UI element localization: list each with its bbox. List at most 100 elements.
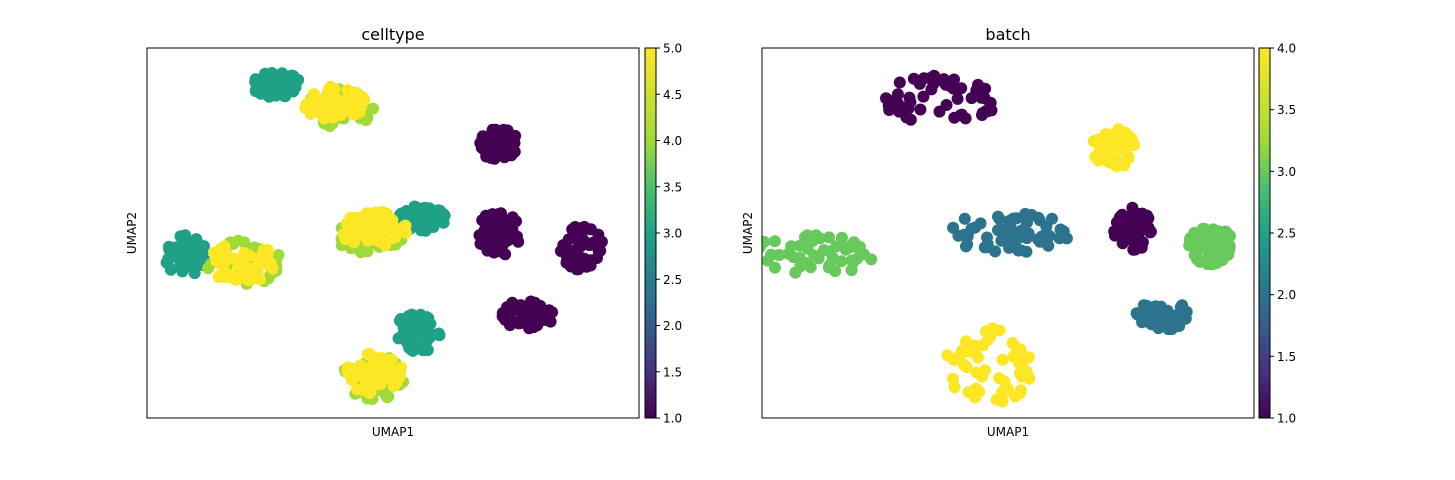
scatter-point <box>359 208 372 221</box>
scatter-point <box>327 104 340 117</box>
colorbar-tick-label: 1.0 <box>1277 412 1296 426</box>
scatter-point <box>188 267 201 280</box>
scatter-point <box>845 264 858 277</box>
scatter-point <box>1165 317 1178 330</box>
scatter-point <box>747 255 759 267</box>
scatter-point <box>789 266 802 279</box>
scatter-point <box>954 109 967 122</box>
scatter-point <box>1121 152 1134 165</box>
scatter-point <box>276 67 289 80</box>
scatter-point <box>266 262 279 275</box>
scatter-point <box>219 255 232 268</box>
scatter-point <box>793 239 806 252</box>
scatter-point <box>176 265 189 278</box>
scatter-point <box>508 302 521 315</box>
colorbar-gradient <box>1258 47 1271 419</box>
scatter-point <box>1198 223 1211 235</box>
scatter-point <box>817 244 830 257</box>
scatter-point <box>1032 211 1045 224</box>
scatter-point <box>960 335 972 348</box>
scatter-point <box>272 248 285 261</box>
scatter-point <box>202 262 215 275</box>
scatter-point <box>498 151 511 164</box>
scatter-point <box>592 243 605 256</box>
scatter-point <box>378 364 391 376</box>
scatter-point <box>482 236 495 249</box>
scatter-point <box>948 381 961 394</box>
scatter-point <box>349 230 362 243</box>
scatter-point <box>1121 229 1133 242</box>
colorbar-tick-label: 4.0 <box>1277 42 1296 56</box>
scatter-point <box>969 221 982 234</box>
scatter-point <box>1115 211 1128 224</box>
scatter-point <box>768 261 781 274</box>
scatter-point <box>914 103 927 116</box>
scatter-point <box>996 353 1009 366</box>
scatter-point <box>1221 227 1234 240</box>
colorbar-tick-label: 5.0 <box>663 42 682 56</box>
panel-batch: batch UMAP1 UMAP2 1.0 1.5 2.0 2.5 3.0 3.5 4.0 <box>741 25 1296 439</box>
scatter-point <box>1127 243 1140 256</box>
scatter-point <box>1122 129 1135 142</box>
scatter-point <box>1136 236 1149 249</box>
scatter-point <box>560 244 572 257</box>
scatter-point <box>1002 215 1015 227</box>
scatter-point <box>947 221 960 234</box>
scatter-point <box>524 295 537 308</box>
scatter-point <box>1205 250 1218 263</box>
scatter-point <box>402 208 415 221</box>
scatter-point <box>917 90 930 103</box>
colorbar-tick-label: 3.5 <box>663 180 682 194</box>
colorbar-tick-label: 4.5 <box>663 88 682 102</box>
scatter-point <box>164 263 177 276</box>
scatter-point <box>975 91 988 104</box>
y-axis-label: UMAP2 <box>125 212 139 254</box>
scatter-point <box>822 261 835 274</box>
colorbar-tick-label: 2.5 <box>663 273 682 287</box>
scatter-point <box>402 310 415 323</box>
scatter-point <box>1116 141 1128 154</box>
scatter-point <box>373 217 386 230</box>
colorbar: 1.0 1.5 2.0 2.5 3.0 3.5 4.0 <box>1258 42 1296 426</box>
scatter-point <box>801 230 814 243</box>
scatter-point <box>1126 201 1139 214</box>
scatter-point <box>1014 244 1027 257</box>
scatter-point <box>773 249 785 262</box>
scatter-point <box>977 339 990 352</box>
scatter-point <box>499 313 512 326</box>
scatter-point <box>979 364 992 377</box>
scatter-point <box>481 220 494 233</box>
scatter-point <box>217 242 230 255</box>
scatter-point <box>478 144 491 157</box>
scatter-point <box>804 261 817 274</box>
scatter-point <box>288 72 301 85</box>
scatter-point <box>835 255 848 268</box>
scatter-point <box>928 69 941 82</box>
scatter-point <box>900 111 913 124</box>
scatter-point <box>893 76 906 89</box>
colorbar-tick-label: 1.5 <box>1277 350 1296 364</box>
plot-frame <box>146 47 640 419</box>
scatter-point <box>486 123 499 136</box>
scatter-point <box>989 245 1002 258</box>
scatter-point <box>185 237 198 250</box>
scatter-point <box>1093 145 1106 158</box>
scatter-point <box>973 385 986 398</box>
scatter-point <box>749 256 761 268</box>
scatter-point <box>1053 232 1066 245</box>
scatter-point <box>839 243 852 256</box>
colorbar-tick-label: 1.5 <box>663 365 682 379</box>
scatter-point <box>420 207 433 220</box>
scatter-point <box>1041 238 1054 251</box>
scatter-point <box>1092 154 1105 167</box>
scatter-point <box>1014 343 1027 356</box>
scatter-point <box>382 390 395 403</box>
scatter-point <box>363 387 376 400</box>
scatter-point <box>351 369 363 382</box>
scatter-point <box>422 332 435 345</box>
scatter-point <box>1015 224 1028 237</box>
scatter-point <box>1092 133 1105 146</box>
scatter-point <box>1223 243 1236 256</box>
scatter-point <box>1014 387 1027 399</box>
